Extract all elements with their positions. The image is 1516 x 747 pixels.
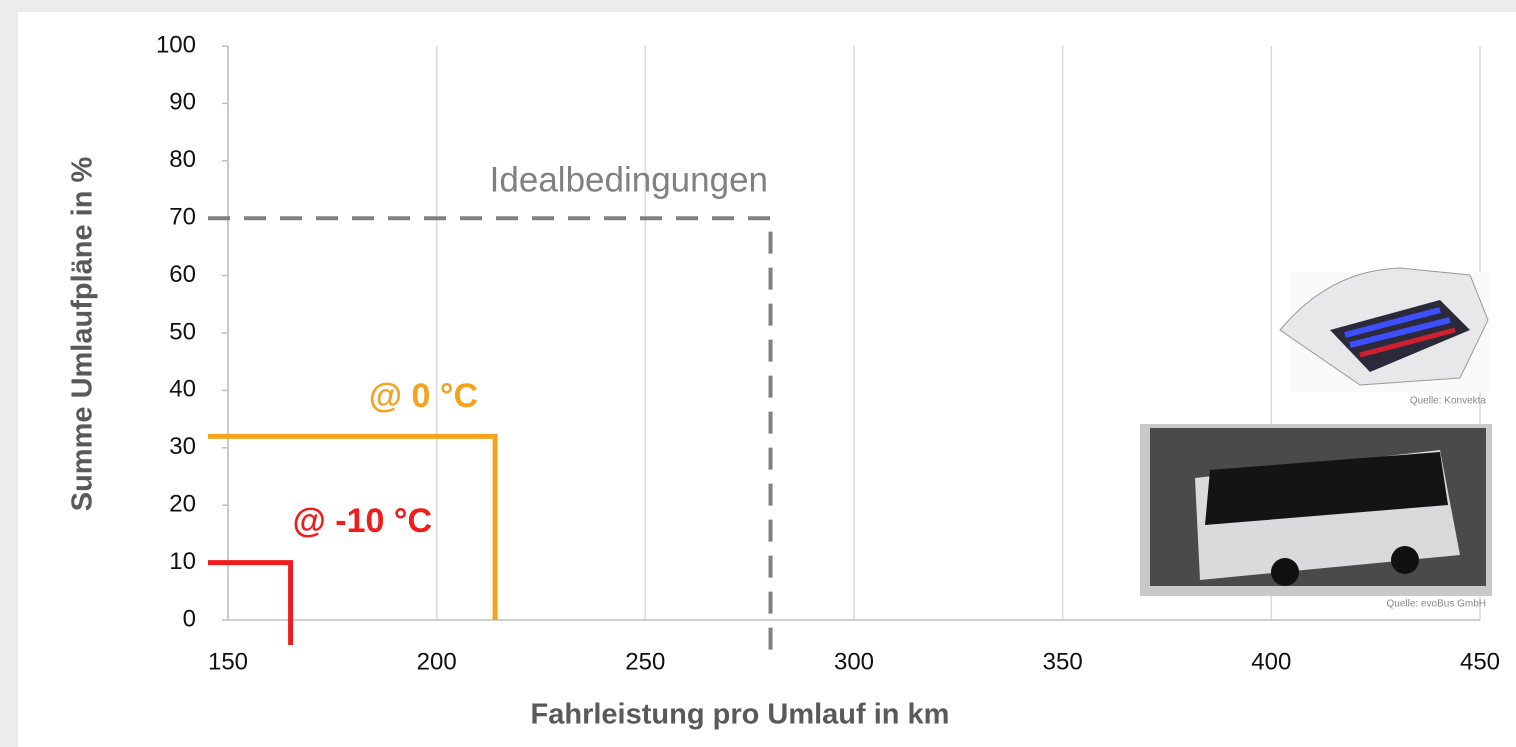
x-tick-label: 450 xyxy=(1460,648,1500,675)
y-tick-label: 60 xyxy=(169,261,196,288)
y-tick-label: 0 xyxy=(183,605,196,632)
reference-line xyxy=(208,433,498,620)
heater-pipe xyxy=(1359,327,1456,358)
image-credit: Quelle: Konvekta xyxy=(1410,396,1487,407)
y-tick-label: 30 xyxy=(169,433,196,460)
y-tick-label: 20 xyxy=(169,491,196,518)
y-tick-label: 100 xyxy=(156,31,196,58)
bus-windows xyxy=(1205,452,1448,525)
bus-wheel xyxy=(1271,558,1299,586)
y-tick-label: 40 xyxy=(169,376,196,403)
x-tick-label: 400 xyxy=(1251,648,1291,675)
annotation: @ 0 °C xyxy=(369,377,478,415)
heater-pipe xyxy=(1344,307,1451,348)
x-tick-label: 250 xyxy=(625,648,665,675)
annotation: @ -10 °C xyxy=(293,502,432,540)
y-tick-label: 90 xyxy=(169,89,196,116)
x-tick-label: 350 xyxy=(1043,648,1083,675)
y-tick-label: 80 xyxy=(169,146,196,173)
annotation: Idealbedingungen xyxy=(490,160,768,199)
x-tick-label: 300 xyxy=(834,648,874,675)
x-axis-title: Fahrleistung pro Umlauf in km xyxy=(531,699,950,731)
plot: 150 200 250 300 350 400 450 0 10 20 30 40 50 60 70 80 90… xyxy=(156,31,1500,675)
y-tick-label: 50 xyxy=(169,318,196,345)
y-tick-label: 70 xyxy=(169,204,196,231)
image-credit: Quelle: evoBus GmbH xyxy=(1387,599,1487,610)
image-heater: Quelle: Konvekta xyxy=(1279,267,1490,407)
x-tick-label: 200 xyxy=(417,648,457,675)
bus-wheel xyxy=(1391,546,1419,574)
reference-line xyxy=(208,216,773,662)
y-tick-label: 10 xyxy=(169,548,196,575)
panel xyxy=(18,12,1516,747)
x-tick-label: 150 xyxy=(208,648,248,675)
y-axis-title: Summe Umlaufpläne in % xyxy=(67,157,99,512)
reference-line xyxy=(208,560,294,645)
image-bus: Quelle: evoBus GmbH xyxy=(1140,424,1492,610)
